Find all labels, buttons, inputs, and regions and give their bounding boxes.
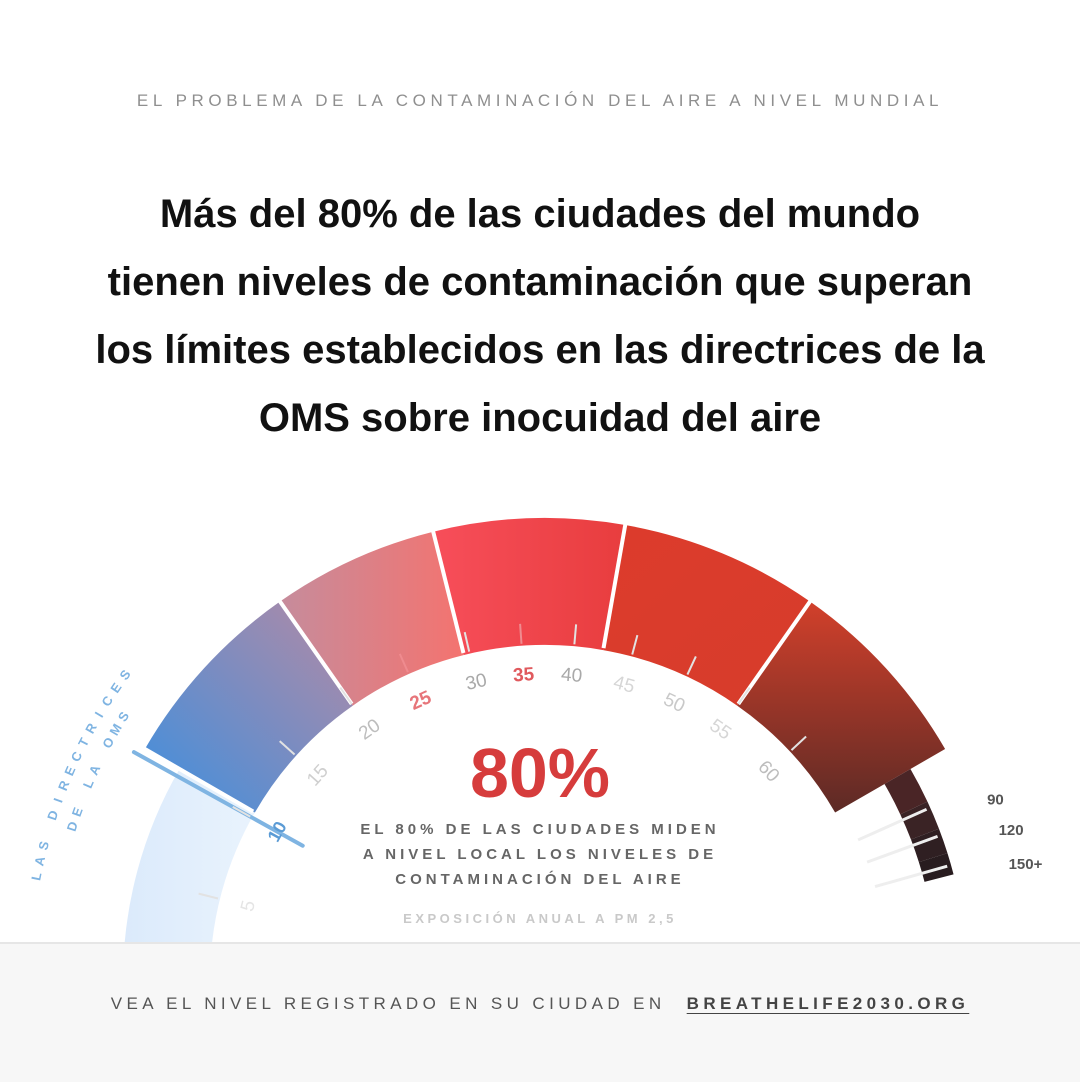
footer-text: VEA EL NIVEL REGISTRADO EN SU CIUDAD EN — [110, 994, 666, 1013]
description-line: CONTAMINACIÓN DEL AIRE — [395, 870, 684, 888]
guideline-label-char: E — [107, 680, 124, 696]
headline-line: los límites establecidos en las directri… — [95, 328, 985, 372]
guideline-label-char: S — [116, 667, 133, 683]
gauge-tick-mark — [463, 631, 471, 652]
band-separator — [601, 520, 628, 649]
gauge-tick-mark — [519, 623, 523, 644]
gauge-step-line — [866, 834, 939, 864]
headline-line: OMS sobre inocuidad del aire — [258, 396, 822, 440]
guideline-label-char: L — [80, 777, 97, 790]
guideline-label-char: A — [86, 762, 104, 777]
gauge-tick-label: 60 — [754, 757, 784, 787]
guideline-label-char: C — [68, 749, 86, 764]
guideline-marker — [131, 750, 305, 848]
band-separator — [276, 597, 354, 706]
guideline-label-char: R — [55, 778, 73, 793]
guideline-label-char: I — [50, 796, 65, 805]
guideline-label-char: D — [64, 820, 81, 834]
footer-row: VEA EL NIVEL REGISTRADO EN SU CIUDAD EN … — [0, 994, 1080, 1014]
gauge-tick-label: 30 — [464, 670, 489, 695]
guideline-label-char: T — [75, 735, 92, 749]
gauge-step-line — [874, 864, 948, 889]
gauge-tick-mark — [573, 624, 578, 645]
gauge-tick-mark — [686, 656, 697, 675]
gauge-tick-label: 5 — [237, 898, 260, 913]
gauge-tick-label: 50 — [660, 689, 688, 717]
gauge-band — [433, 517, 626, 655]
gauge-outer-label: 90 — [987, 791, 1004, 808]
gauge-tick-label: 55 — [706, 715, 735, 744]
guideline-label-char: I — [92, 709, 107, 720]
guideline-label-char: D — [44, 808, 61, 822]
band-separator — [140, 745, 255, 814]
headline-line: tienen niveles de contaminación que supe… — [107, 260, 973, 304]
gauge-band — [124, 769, 255, 942]
guideline-label-char: A — [31, 854, 48, 867]
gauge-tick-mark — [631, 634, 639, 655]
band-separator — [430, 527, 466, 654]
footer-link[interactable]: BREATHELIFE2030.ORG — [686, 994, 970, 1013]
guideline-label-char: C — [98, 693, 116, 709]
gauge-tick-label: 35 — [512, 664, 535, 686]
gauge-tick-mark — [198, 892, 219, 900]
chart-subtitle: EXPOSICIÓN ANUAL A PM 2,5 — [403, 911, 677, 926]
big-value: 80% — [470, 734, 610, 812]
gauge-tick-label: 45 — [611, 672, 637, 698]
kicker: EL PROBLEMA DE LA CONTAMINACIÓN DEL AIRE… — [136, 91, 944, 110]
gauge-band — [280, 531, 464, 706]
gauge-tick-label: 15 — [303, 761, 333, 791]
gauge-outer-label: 150+ — [1009, 856, 1043, 873]
description-line: A NIVEL LOCAL LOS NIVELES DE — [363, 846, 717, 863]
description-line: EL 80% DE LAS CIUDADES MIDEN — [360, 821, 719, 838]
guideline-label-char: E — [69, 805, 86, 819]
gauge-band-dark — [910, 828, 948, 863]
gauge-outer-label: 120 — [999, 822, 1024, 839]
headline-line: Más del 80% de las ciudades del mundo — [159, 192, 921, 236]
gauge-tick-mark — [790, 735, 807, 751]
gauge-tick-mark — [398, 653, 409, 673]
gauge-step-line — [857, 807, 928, 842]
gauge-tick-label: 25 — [407, 687, 435, 715]
gauge-band-dark — [918, 853, 954, 882]
gauge-tick-label: 10 — [264, 818, 291, 845]
footer: VEA EL NIVEL REGISTRADO EN SU CIUDAD EN … — [0, 942, 1080, 1082]
gauge-band — [603, 525, 810, 706]
gauge-band-dark — [900, 801, 939, 840]
gauge-tick-label: 40 — [560, 664, 583, 687]
guideline-label-char: S — [115, 709, 132, 725]
gauge-tick-mark — [339, 686, 353, 705]
guideline-label-char: R — [82, 720, 100, 736]
gauge-tick-mark — [279, 740, 296, 756]
guideline-label-char: E — [61, 764, 78, 778]
gauge-tick-mark — [232, 806, 251, 818]
headline: Más del 80% de las ciudades del mundo ti… — [60, 180, 1020, 452]
guideline-label-char: O — [99, 735, 117, 751]
gauge-band — [737, 601, 946, 813]
guideline-label-char: L — [28, 871, 44, 882]
gauge-tick-label: 20 — [355, 715, 384, 744]
gauge-band-dark — [884, 769, 928, 815]
gauge-band — [144, 601, 353, 813]
band-separator — [736, 597, 814, 706]
guideline-label-char: S — [35, 839, 52, 852]
guideline-label-char: M — [106, 721, 124, 738]
gauge-tick-mark — [737, 686, 751, 705]
